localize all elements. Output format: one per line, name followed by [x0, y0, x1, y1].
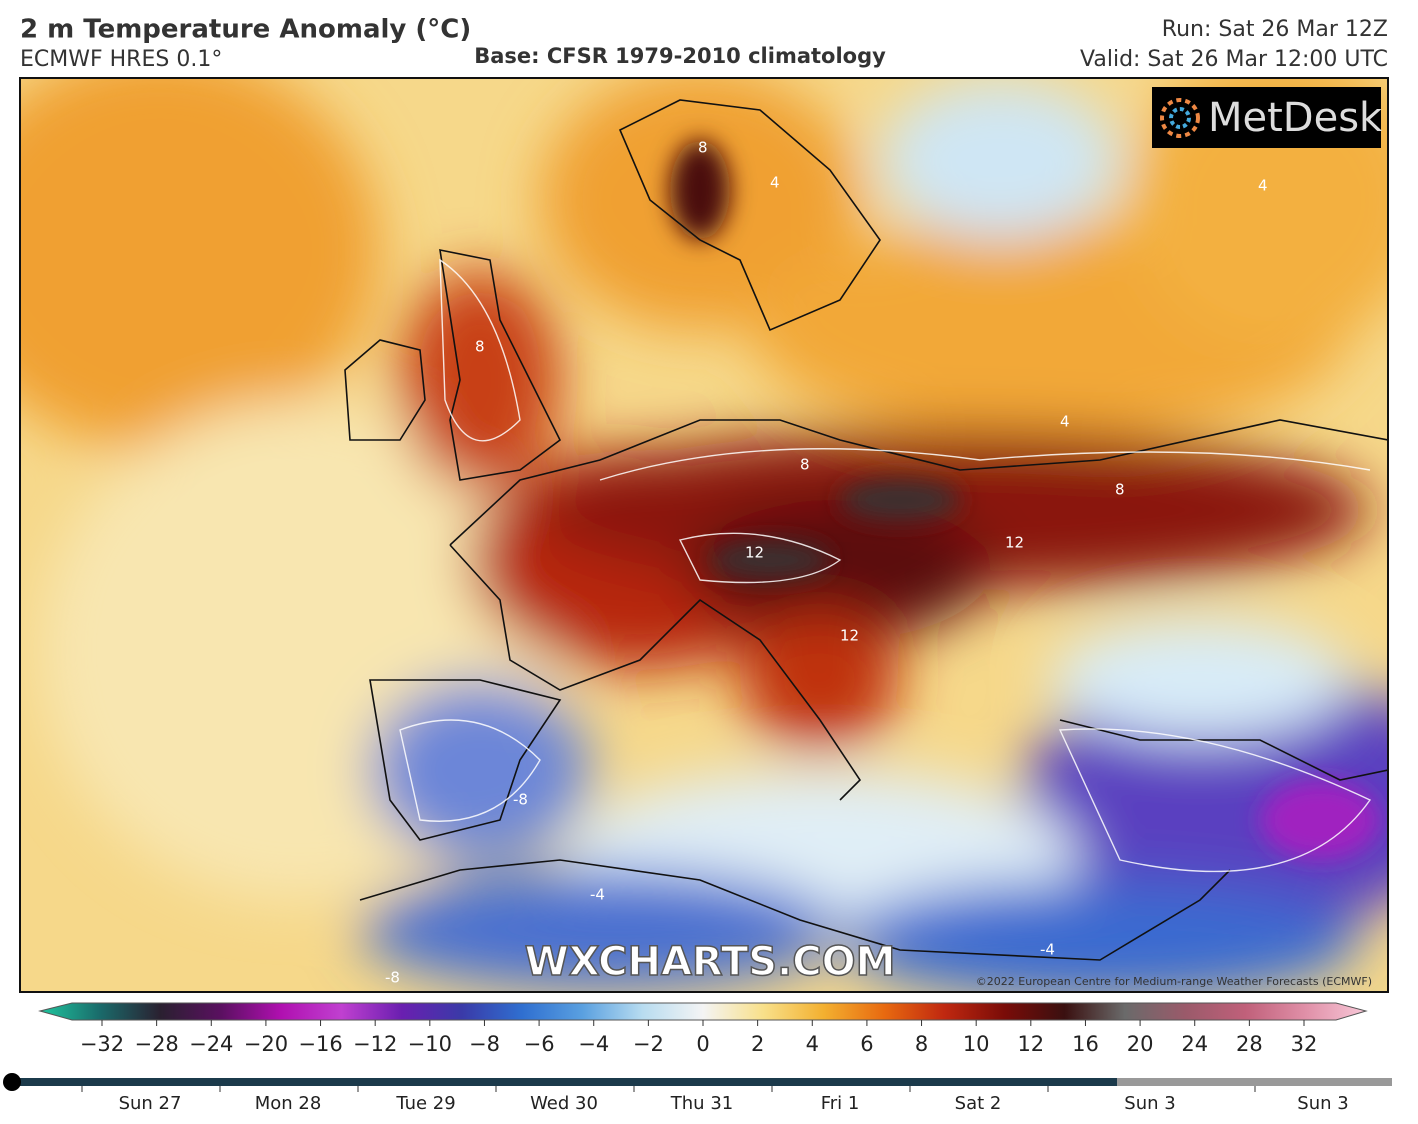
colorbar-tick-label: −28	[134, 1032, 178, 1056]
timeline-rest	[1117, 1078, 1392, 1086]
colorbar-tick-label: 0	[696, 1032, 709, 1056]
colorbar-tick-label: 10	[963, 1032, 990, 1056]
colorbar-ticks: −32 −28 −24 −20 −16 −12 −10 −8 −6 −4 −2 0 2 4 6 8 10 12 16…	[80, 1020, 1318, 1056]
contour-label: -8	[385, 969, 400, 987]
contour-label: 4	[1258, 177, 1268, 195]
colorbar-tick-label: −24	[189, 1032, 233, 1056]
contour-label: 12	[745, 544, 764, 562]
contour-label: 12	[840, 627, 859, 645]
colorbar-tick-label: −2	[633, 1032, 664, 1056]
contour-label: 8	[1115, 481, 1125, 499]
colorbar-tick-label: −10	[408, 1032, 452, 1056]
contour-label: 12	[1005, 534, 1024, 552]
run-label: Run: Sat 26 Mar 12Z	[1162, 17, 1388, 42]
colorbar-tick-label: −4	[578, 1032, 609, 1056]
timeline-label[interactable]: Fri 1	[821, 1093, 860, 1114]
colorbar-tick-label: −8	[469, 1032, 500, 1056]
colorbar-tick-label: 16	[1072, 1032, 1099, 1056]
timeline-label[interactable]: Thu 31	[670, 1093, 733, 1114]
timeline-label[interactable]: Sun 3	[1297, 1093, 1348, 1114]
timeline-labels: Sun 27 Mon 28 Tue 29 Wed 30 Thu 31 Fri 1 Sat 2…	[81, 1086, 1349, 1114]
map-frame	[19, 77, 1389, 993]
colorbar	[38, 1002, 1368, 1021]
colorbar-tick-label: 2	[751, 1032, 764, 1056]
colorbar-tick-label: 12	[1017, 1032, 1044, 1056]
timeline-label[interactable]: Tue 29	[395, 1093, 455, 1114]
base-label: Base: CFSR 1979-2010 climatology	[474, 44, 886, 68]
colorbar-tick-label: 8	[915, 1032, 928, 1056]
colorbar-tick-label: 4	[806, 1032, 819, 1056]
map: 8 8 12 12 12 8 4 4 -4 -8 -8 8 4 -4 WXCHA…	[20, 78, 1388, 992]
colorbar-tick-label: 20	[1127, 1032, 1154, 1056]
timeline-label[interactable]: Sun 3	[1124, 1093, 1175, 1114]
colorbar-tick-label: −12	[353, 1032, 397, 1056]
timeline-handle[interactable]	[3, 1073, 21, 1091]
contour-label: 4	[1060, 413, 1070, 431]
title: 2 m Temperature Anomaly (°C)	[20, 15, 471, 45]
colorbar-tick-label: −16	[298, 1032, 342, 1056]
timeline-label[interactable]: Mon 28	[255, 1093, 322, 1114]
contour-label: 4	[770, 174, 780, 192]
logo-box	[1152, 87, 1381, 148]
colorbar-tick-label: 24	[1181, 1032, 1208, 1056]
watermark: WXCHARTS.COM	[525, 939, 896, 985]
coastlines	[344, 99, 1388, 961]
contour-label: -8	[513, 791, 528, 809]
model-label: ECMWF HRES 0.1°	[20, 47, 222, 72]
valid-label: Valid: Sat 26 Mar 12:00 UTC	[1080, 47, 1388, 72]
contour-label: 8	[698, 139, 708, 157]
contours	[399, 258, 1372, 873]
colorbar-tick-label: 6	[860, 1032, 873, 1056]
colorbar-tick-label: −6	[524, 1032, 555, 1056]
timeline-label[interactable]: Wed 30	[530, 1093, 598, 1114]
logo-icon	[1160, 98, 1200, 138]
copyright: ©2022 European Centre for Medium-range W…	[976, 975, 1372, 988]
contour-label: 8	[475, 338, 485, 356]
contour-label: -4	[590, 886, 605, 904]
timeline-label[interactable]: Sun 27	[119, 1093, 182, 1114]
colorbar-tick-label: 32	[1291, 1032, 1318, 1056]
timeline-label[interactable]: Sat 2	[955, 1093, 1002, 1114]
contour-label: 8	[800, 456, 810, 474]
timeline-progress	[12, 1078, 1117, 1086]
contour-label: -4	[1040, 941, 1055, 959]
colorbar-tick-label: −32	[80, 1032, 124, 1056]
colorbar-tick-label: 28	[1236, 1032, 1263, 1056]
contour-label-group: 8 8 12 12 12 8 4 4 -4 -8 -8 8 4 -4	[385, 139, 1268, 987]
colorbar-tick-label: −20	[244, 1032, 288, 1056]
logo-text: MetDesk	[1208, 95, 1383, 141]
